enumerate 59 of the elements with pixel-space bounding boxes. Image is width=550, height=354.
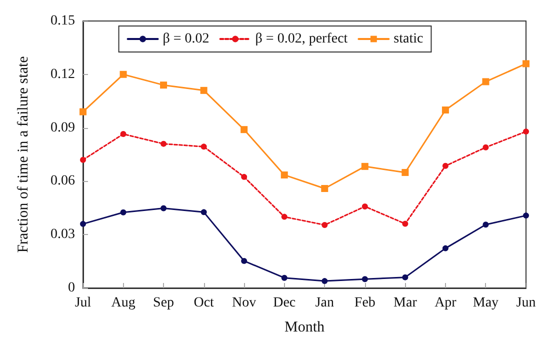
x-tick-label: Nov <box>232 296 256 310</box>
point <box>200 86 208 94</box>
point <box>280 171 288 178</box>
point <box>321 185 328 192</box>
legend-label: static <box>394 32 424 46</box>
point <box>241 258 248 264</box>
point <box>240 126 248 134</box>
x-tick-label: Aug <box>111 296 136 310</box>
point <box>322 222 328 228</box>
x-tick-label: May <box>472 296 499 310</box>
x-axis-title: Month <box>284 320 325 336</box>
point <box>160 205 167 212</box>
x-tick-label: Mar <box>394 296 418 310</box>
x-tick-label: Dec <box>273 296 296 310</box>
point <box>361 162 368 170</box>
x-tick-label: Feb <box>354 296 376 310</box>
point <box>120 131 126 138</box>
x-tick-label: Sep <box>153 296 174 310</box>
point <box>523 128 529 135</box>
point <box>482 144 489 150</box>
y-tick-label: 0.15 <box>50 14 75 28</box>
point <box>80 108 86 116</box>
point <box>160 82 168 89</box>
legend-label: β = 0.02, perfect <box>255 32 348 46</box>
point <box>281 214 288 220</box>
point <box>523 212 529 219</box>
point <box>402 274 408 280</box>
point <box>442 106 449 114</box>
point <box>120 70 127 78</box>
y-tick-label: 0 <box>68 280 75 296</box>
x-tick-label: Oct <box>194 296 214 310</box>
point <box>160 140 167 147</box>
point <box>80 220 86 227</box>
point <box>442 245 448 252</box>
point <box>362 203 368 210</box>
y-tick-label: 0.09 <box>50 120 75 136</box>
y-axis-title: Fraction of time in a failure state <box>16 56 32 253</box>
x-tick-label: Apr <box>434 296 457 310</box>
point <box>402 168 409 176</box>
point <box>482 78 490 86</box>
x-tick-label: Jul <box>74 296 92 310</box>
y-tick-label: 0.03 <box>50 227 75 242</box>
point <box>442 162 448 169</box>
point <box>522 60 530 68</box>
point <box>281 274 288 281</box>
x-tick-label: Jan <box>315 296 334 310</box>
point <box>362 276 368 282</box>
point <box>241 174 248 180</box>
point <box>402 220 408 227</box>
point <box>482 222 489 228</box>
x-tick-label: Jun <box>516 296 536 310</box>
legend-label: β = 0.02 <box>162 32 210 46</box>
point <box>322 278 328 284</box>
point <box>200 144 207 150</box>
y-tick-label: 0.12 <box>50 66 75 82</box>
point <box>80 156 86 163</box>
point <box>120 209 126 216</box>
point <box>200 209 207 216</box>
y-tick-label: 0.06 <box>50 174 75 189</box>
